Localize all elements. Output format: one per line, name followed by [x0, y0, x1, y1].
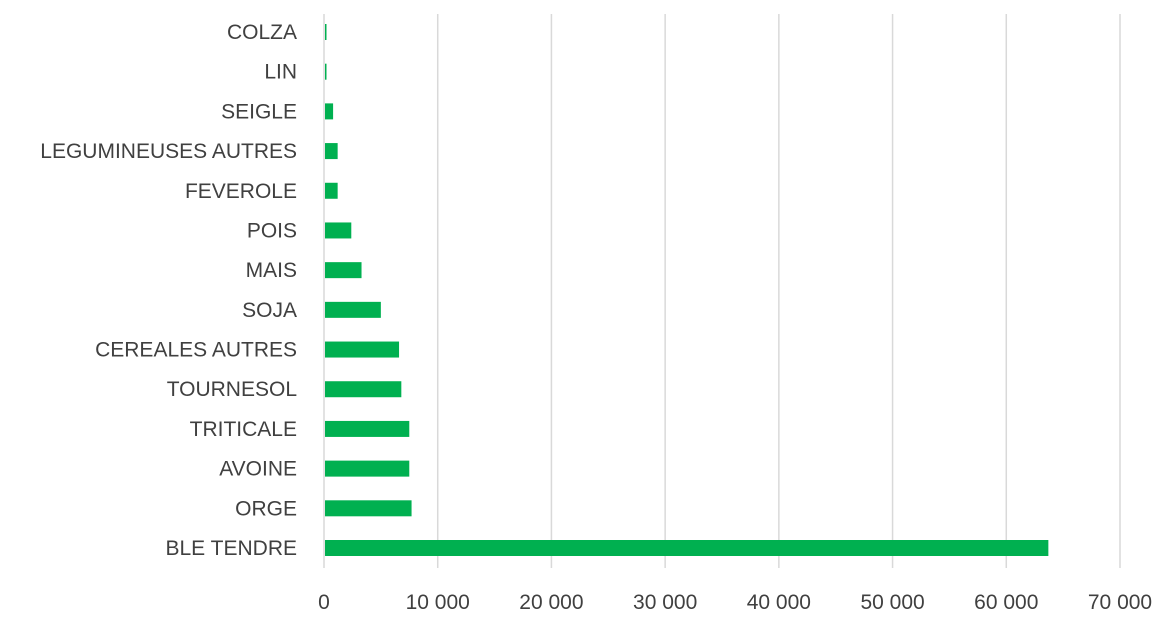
- bar-avoine: [325, 460, 410, 477]
- bar-lin: [325, 63, 327, 80]
- x-tick-label: 0: [318, 591, 330, 614]
- x-tick-label: 50 000: [860, 591, 924, 614]
- x-tick-label: 30 000: [633, 591, 697, 614]
- bar-soja: [325, 301, 381, 318]
- x-tick-label: 40 000: [747, 591, 811, 614]
- category-label-avoine: AVOINE: [219, 458, 297, 481]
- category-label-seigle: SEIGLE: [221, 100, 297, 123]
- bar-tournesol: [325, 381, 402, 398]
- bar-legumineuses-autres: [325, 143, 338, 160]
- bar-feverole: [325, 182, 338, 199]
- category-label-orge: ORGE: [235, 497, 297, 520]
- x-axis-tick-labels: 0 10 000 20 000 30 000 40 000 50 000 60 000 70 …: [318, 591, 1152, 614]
- category-label-cereales-autres: CEREALES AUTRES: [95, 339, 297, 362]
- bars: [325, 24, 1049, 556]
- bar-triticale: [325, 420, 410, 437]
- category-label-mais: MAIS: [246, 259, 297, 282]
- bar-ble-tendre: [325, 540, 1049, 556]
- category-label-soja: SOJA: [242, 299, 297, 322]
- category-label-tournesol: TOURNESOL: [167, 378, 297, 401]
- bar-orge: [325, 500, 412, 517]
- x-tick-label: 10 000: [406, 591, 470, 614]
- x-tick-label: 70 000: [1088, 591, 1152, 614]
- category-label-triticale: TRITICALE: [190, 418, 297, 441]
- bar-cereales-autres: [325, 341, 400, 358]
- bar-seigle: [325, 103, 334, 120]
- x-tick-label: 20 000: [519, 591, 583, 614]
- category-label-ble-tendre: BLE TENDRE: [166, 537, 298, 560]
- category-label-pois: POIS: [247, 219, 297, 242]
- category-label-lin: LIN: [264, 61, 297, 84]
- x-tick-label: 60 000: [974, 591, 1038, 614]
- category-label-feverole: FEVEROLE: [185, 180, 297, 203]
- category-label-legumineuses-autres: LEGUMINEUSES AUTRES: [40, 140, 297, 163]
- category-labels: BLE TENDRE ORGE AVOINE TRITICALE TOURNESOL CE…: [40, 21, 297, 560]
- bar-pois: [325, 222, 352, 239]
- bar-mais: [325, 262, 362, 279]
- category-label-colza: COLZA: [227, 21, 297, 44]
- gridlines: [323, 14, 1121, 568]
- bar-colza: [325, 24, 327, 40]
